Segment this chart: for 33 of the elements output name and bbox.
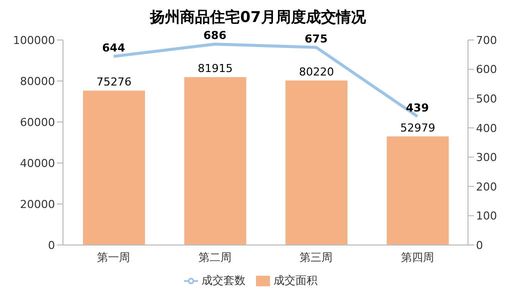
y2-tick-label: 700 [476, 34, 497, 47]
legend-label: 成交套数 [202, 274, 246, 287]
legend-label: 成交面积 [274, 274, 318, 287]
x-tick-label: 第四周 [400, 250, 434, 264]
x-tick-label: 第一周 [97, 250, 130, 264]
bar [184, 77, 246, 245]
y-tick-label: 0 [48, 238, 55, 252]
chart-title: 扬州商品住宅07月周度成交情况 [148, 8, 367, 28]
bar [386, 136, 449, 245]
x-tick-label: 第三周 [300, 250, 333, 264]
data-label: 644 [102, 41, 126, 54]
data-label: 675 [304, 32, 328, 46]
y2-tick-label: 100 [476, 210, 497, 223]
y2-tick-label: 0 [476, 238, 483, 252]
y-tick-label: 40000 [20, 156, 55, 170]
bar [83, 90, 145, 245]
data-label: 80220 [299, 66, 334, 79]
x-tick-label: 第二周 [198, 250, 232, 264]
data-label: 439 [406, 101, 429, 114]
bar [286, 80, 348, 245]
data-label: 75276 [96, 76, 132, 89]
y2-tick-label: 400 [476, 122, 497, 135]
data-label: 52979 [400, 121, 436, 134]
y-tick-label: 80000 [20, 74, 55, 88]
y2-tick-label: 500 [476, 92, 497, 106]
y-tick-label: 20000 [20, 198, 55, 211]
y-tick-label: 60000 [20, 116, 55, 129]
data-label: 686 [203, 29, 227, 42]
y2-tick-label: 300 [476, 151, 497, 164]
y2-tick-label: 600 [476, 63, 497, 76]
y-tick-label: 100000 [13, 34, 55, 47]
y2-tick-label: 200 [476, 180, 497, 194]
data-label: 81915 [198, 62, 233, 76]
